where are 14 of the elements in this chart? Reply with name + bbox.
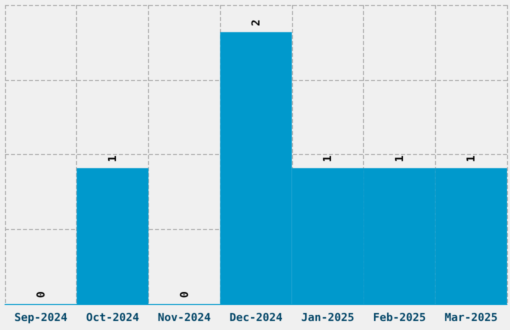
data-label: 0 xyxy=(178,291,191,298)
x-tick-label: Oct-2024 xyxy=(86,311,140,324)
x-tick-label: Mar-2025 xyxy=(444,311,498,324)
x-tick-label: Feb-2025 xyxy=(372,311,426,324)
data-label: 0 xyxy=(34,291,48,298)
data-label: 2 xyxy=(250,20,262,26)
x-tick-label: Jan-2025 xyxy=(301,311,354,324)
data-label: 1 xyxy=(106,155,120,162)
x-tick-label: Nov-2024 xyxy=(158,311,212,324)
data-label: 1 xyxy=(392,155,406,162)
x-tick-label: Sep-2024 xyxy=(14,311,68,324)
data-label: 1 xyxy=(464,155,478,162)
data-label: 1 xyxy=(321,155,334,162)
x-tick-label: Dec-2024 xyxy=(230,311,283,324)
